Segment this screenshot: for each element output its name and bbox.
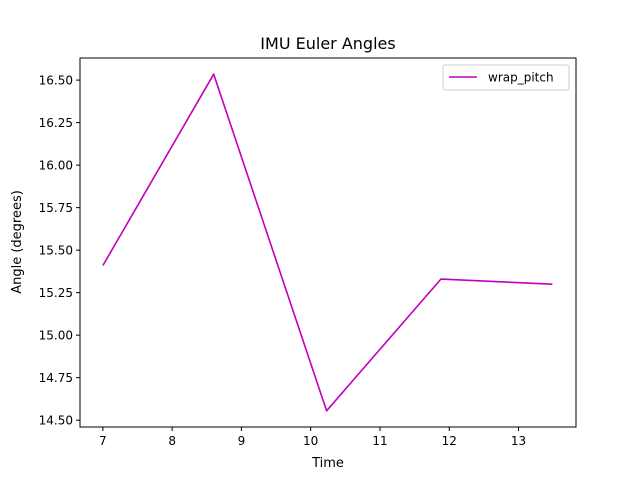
x-tick-label: 12 — [442, 434, 457, 448]
y-tick-label: 16.50 — [39, 74, 73, 88]
y-tick-label: 16.00 — [39, 159, 73, 173]
x-tick-label: 7 — [99, 434, 107, 448]
x-axis-label: Time — [311, 456, 344, 471]
x-tick-label: 10 — [303, 434, 318, 448]
legend-label: wrap_pitch — [488, 71, 554, 85]
plot-series — [102, 73, 553, 412]
x-tick-label: 11 — [372, 434, 387, 448]
y-tick-label: 15.50 — [39, 244, 73, 258]
legend: wrap_pitch — [442, 64, 570, 91]
chart-title: IMU Euler Angles — [260, 34, 395, 53]
y-tick-label: 15.75 — [39, 201, 73, 215]
y-axis-label: Angle (degrees) — [10, 190, 25, 294]
x-tick-label: 9 — [238, 434, 246, 448]
y-tick-label: 14.50 — [39, 414, 73, 428]
axes: 7 8 9 10 11 12 13 14.50 14.75 15.00 15.25 15.50 15.7… — [39, 57, 577, 448]
x-tick-label: 8 — [168, 434, 176, 448]
y-tick-label: 15.25 — [39, 286, 73, 300]
y-tick-label: 15.00 — [39, 329, 73, 343]
series-line-wrap_pitch — [102, 73, 553, 412]
plot-frame — [79, 57, 577, 428]
y-tick-label: 14.75 — [39, 371, 73, 385]
x-tick-label: 13 — [511, 434, 526, 448]
legend-box — [442, 64, 570, 91]
y-tick-label: 16.25 — [39, 116, 73, 130]
